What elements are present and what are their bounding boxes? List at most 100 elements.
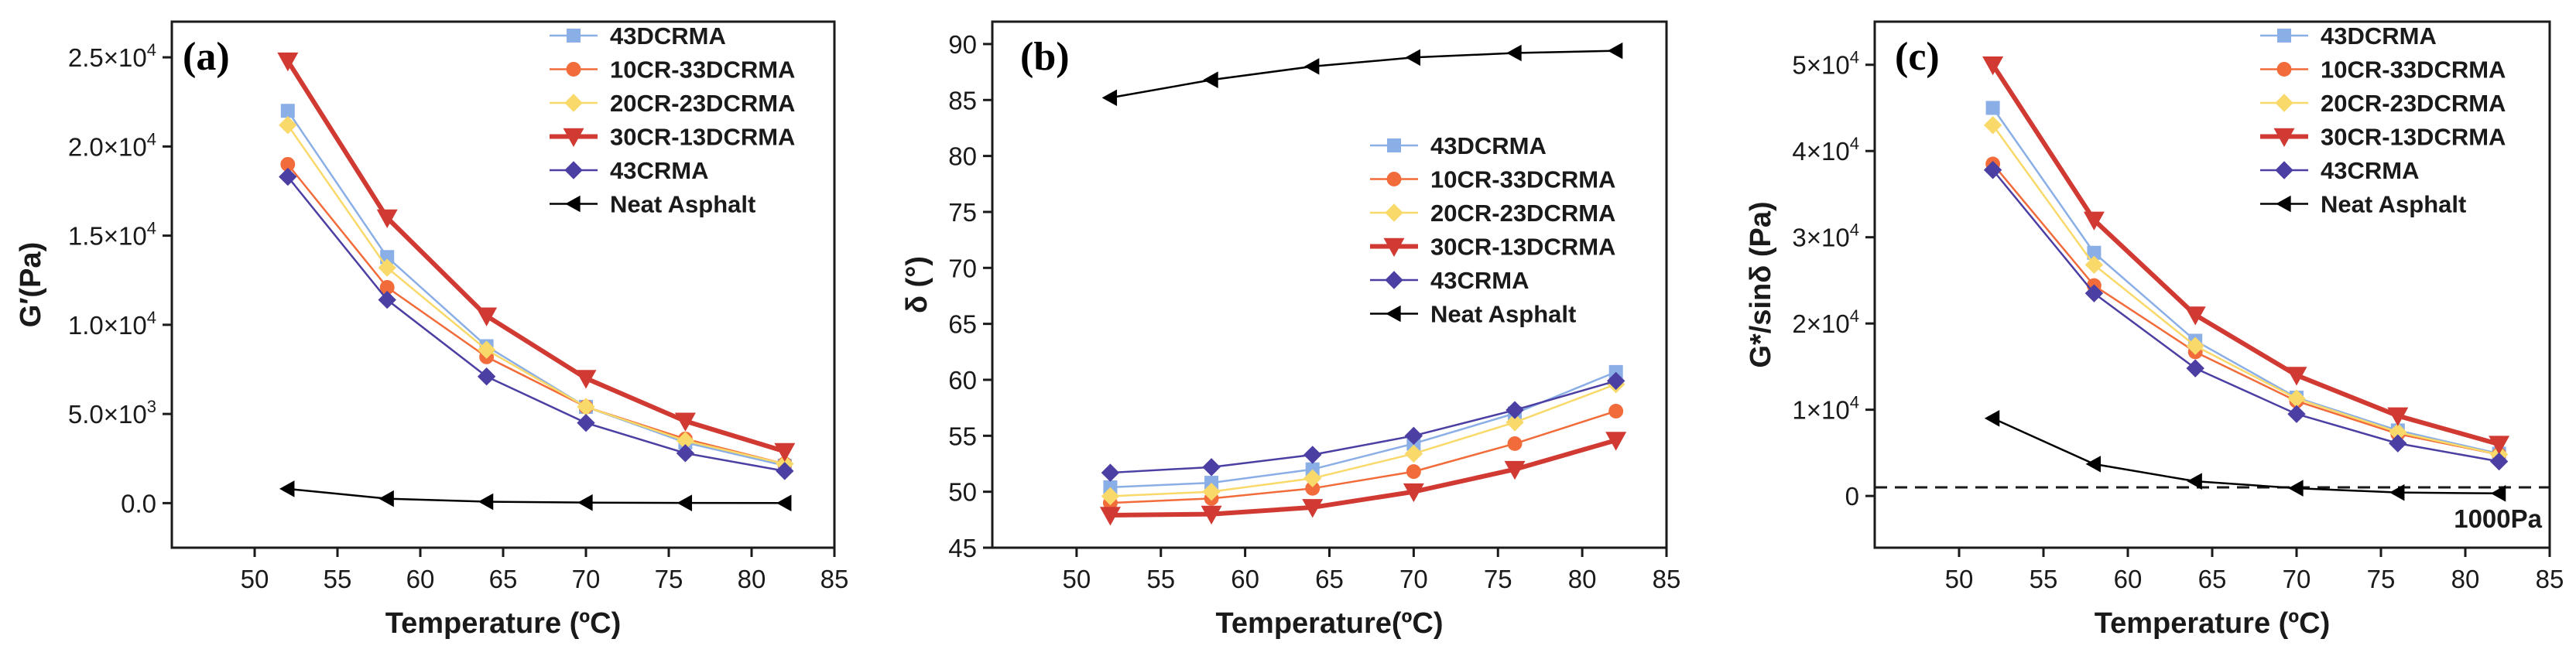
x-tick-label: 70 [2283,565,2311,593]
data-point [577,398,595,416]
data-point [477,340,496,359]
data-point [1302,499,1324,518]
y-tick-exponent: 4 [147,219,156,238]
data-point [1982,56,2004,76]
data-point [478,493,494,511]
x-tick-label: 80 [1568,565,1597,593]
y-tick-base: 2.5×10 [68,43,147,72]
y-tick-base: 1.5×10 [68,222,147,251]
data-point [2288,480,2304,497]
data-point [2490,484,2506,502]
y-tick-label: 5.0×103 [68,397,156,429]
panel-label: (b) [1020,35,1070,79]
series-43dcrma [1985,101,2506,461]
series-43crma [1983,161,2509,471]
legend-swatch-marker [1386,305,1401,323]
data-point [575,370,597,389]
y-tick-base: 2.0×10 [68,132,147,161]
y-tick-exponent: 3 [147,397,156,416]
data-point [1405,49,1421,67]
legend-label: 43CRMA [610,157,708,184]
x-tick-label: 75 [655,565,683,593]
chart-panel-1: 50 55 60 65 70 75 80 850.05.0×1031.0×1041.5×104… [15,20,848,640]
legend-label: 30CR-13DCRMA [1430,234,1615,261]
plot-frame [991,20,1668,549]
data-point [676,444,695,463]
x-tick-label: 80 [738,565,766,593]
legend-label: 30CR-13DCRMA [2321,124,2506,151]
data-point [676,431,695,450]
data-point [1984,409,2000,427]
data-point [1506,44,1522,62]
data-point [277,52,299,72]
legend-swatch-marker [1385,203,1403,222]
data-point [1303,446,1322,464]
y-tick-label: 80 [948,142,977,171]
y-tick-label: 0 [1845,482,1859,511]
panel-label: (a) [183,35,230,79]
series-30cr-13dcrma [1099,432,1627,526]
x-tick-label: 75 [2367,565,2396,593]
legend: 43DCRMA 10CR-33DCRMA 20CR-23DCRMA 30CR-13DC… [2260,22,2506,218]
y-tick-base: 5×10 [1792,51,1849,80]
legend-label: Neat Asphalt [610,191,755,218]
data-point [1506,413,1524,432]
y-tick-label: 3×104 [1792,220,1859,252]
series-line [1110,380,1617,474]
y-tick-base: 2×10 [1792,309,1849,338]
x-tick-label: 60 [2114,565,2143,593]
data-point [1101,487,1120,506]
data-point [379,490,394,507]
legend-label: 43CRMA [1430,267,1529,294]
legend-swatch-marker [566,62,581,77]
y-tick-exponent: 4 [1850,48,1859,67]
data-point [1101,463,1120,482]
x-tick-label: 55 [2030,565,2058,593]
legend-label: 43DCRMA [1430,132,1547,159]
data-point [2389,422,2407,442]
y-tick-label: 2.5×104 [68,40,156,72]
series-line [1110,371,1617,489]
y-tick-label: 75 [948,198,977,227]
panel-label: (c) [1895,35,1940,79]
data-point [1605,432,1627,451]
series-43dcrma [1103,364,1623,494]
data-point [2287,405,2306,423]
data-point [2184,306,2206,326]
legend-swatch-marker [2275,161,2293,179]
data-point [1608,404,1624,419]
data-point [2084,284,2104,302]
x-axis-title: Temperature (ºC) [2095,607,2331,640]
data-point [1607,42,1623,60]
x-tick-label: 70 [1399,565,1428,593]
series-line [1992,169,2499,463]
data-point [1099,507,1121,526]
legend-swatch-marker [565,195,581,213]
y-tick-label: 90 [948,30,977,59]
data-point [1504,460,1526,480]
y-tick-label: 0.0 [121,489,156,518]
data-point [1506,401,1524,419]
data-point [378,258,396,277]
data-point [577,413,595,432]
y-tick-exponent: 4 [147,40,156,60]
legend-label: 10CR-33DCRMA [2321,56,2506,84]
data-point [677,494,693,511]
legend-swatch-marker [1383,237,1405,257]
legend-swatch-marker [2276,195,2291,213]
data-point [1303,58,1320,75]
series-43crma [279,167,794,480]
x-tick-label: 55 [324,565,352,593]
series-line [1110,50,1616,99]
data-point [2087,245,2102,260]
data-point [1101,89,1118,107]
data-point [2287,389,2306,408]
series-line [286,176,786,473]
x-tick-label: 85 [1653,565,1681,593]
x-tick-label: 60 [1231,565,1259,593]
y-tick-exponent: 4 [1850,220,1859,240]
legend-swatch-marker [1386,172,1402,186]
series-line [1992,163,2499,456]
legend-label: 20CR-23DCRMA [610,90,795,117]
data-point [476,307,498,326]
